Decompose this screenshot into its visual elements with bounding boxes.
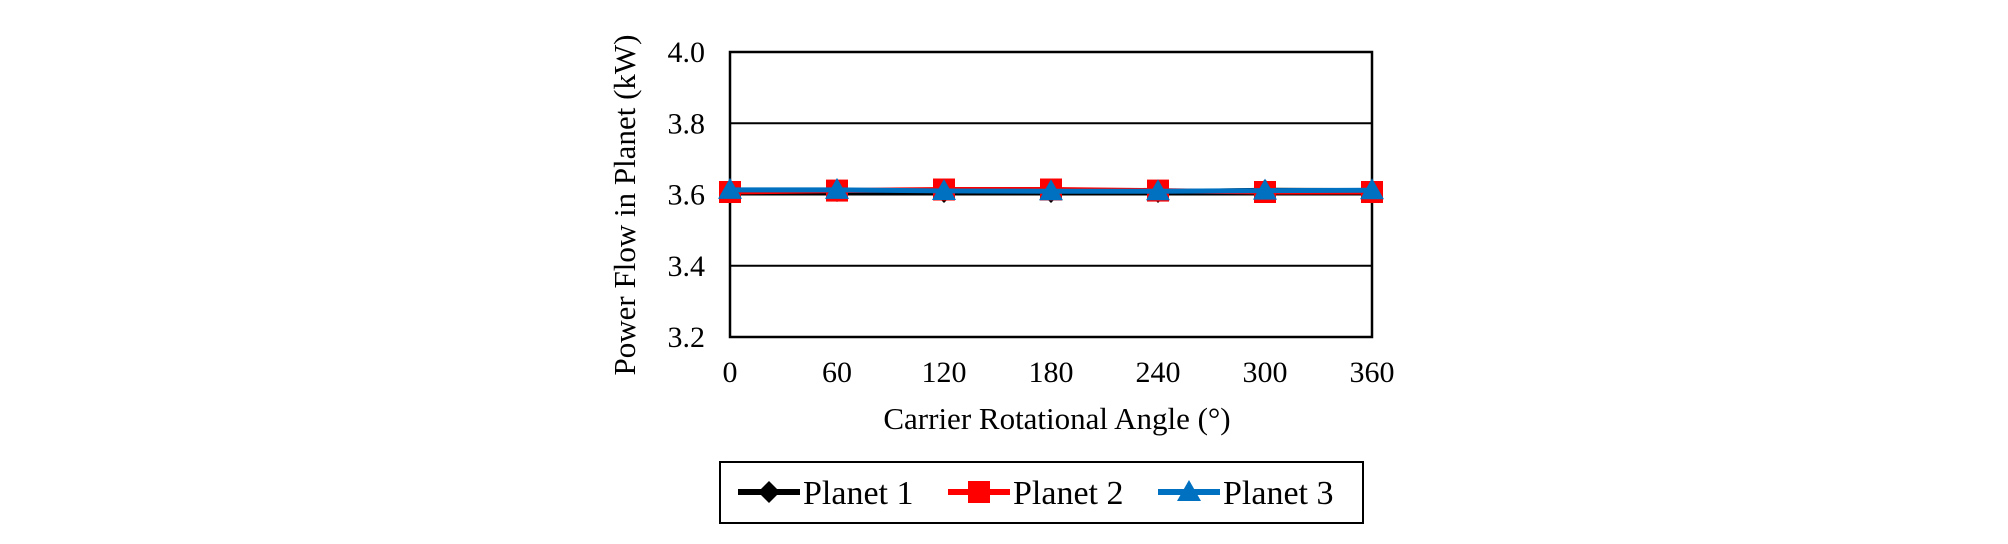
x-tick-label: 360 — [1350, 356, 1395, 389]
legend-item: Planet 2 — [948, 475, 1123, 512]
x-axis-ticks: 0 60 120 180 240 300 360 — [723, 356, 1395, 389]
series-layer — [718, 177, 1384, 204]
data-point — [932, 178, 956, 200]
legend-box — [719, 461, 1364, 524]
y-tick-label: 3.2 — [668, 321, 706, 354]
legend-label: Planet 2 — [1013, 475, 1123, 512]
legend-marker — [758, 481, 780, 503]
x-axis-title: Carrier Rotational Angle (°) — [883, 401, 1230, 436]
series-3 — [718, 177, 1384, 201]
x-tick-label: 240 — [1136, 356, 1181, 389]
legend-marker — [968, 481, 990, 503]
data-point — [1146, 179, 1170, 201]
y-axis-title: Power Flow in Planet (kW) — [607, 35, 642, 376]
x-tick-label: 0 — [723, 356, 738, 389]
legend-item: Planet 3 — [1158, 475, 1333, 512]
legend-label: Planet 1 — [803, 475, 913, 512]
data-point — [1039, 179, 1063, 201]
legend-item: Planet 1 — [738, 475, 913, 512]
y-axis-ticks: 3.2 3.4 3.6 3.8 4.0 — [668, 36, 706, 354]
legend-marker — [1177, 480, 1201, 501]
y-tick-label: 3.8 — [668, 107, 706, 140]
legend-label: Planet 3 — [1223, 475, 1333, 512]
data-point — [1253, 178, 1277, 200]
y-tick-label: 4.0 — [668, 36, 706, 69]
legend: Planet 1 Planet 2 Planet 3 — [719, 461, 1364, 524]
data-point — [1360, 178, 1384, 200]
y-tick-label: 3.4 — [668, 250, 706, 283]
data-point — [718, 177, 742, 199]
x-tick-label: 180 — [1029, 356, 1074, 389]
x-tick-label: 60 — [822, 356, 852, 389]
x-tick-label: 120 — [922, 356, 967, 389]
y-tick-label: 3.6 — [668, 179, 706, 212]
x-tick-label: 300 — [1243, 356, 1288, 389]
data-point — [825, 177, 849, 199]
